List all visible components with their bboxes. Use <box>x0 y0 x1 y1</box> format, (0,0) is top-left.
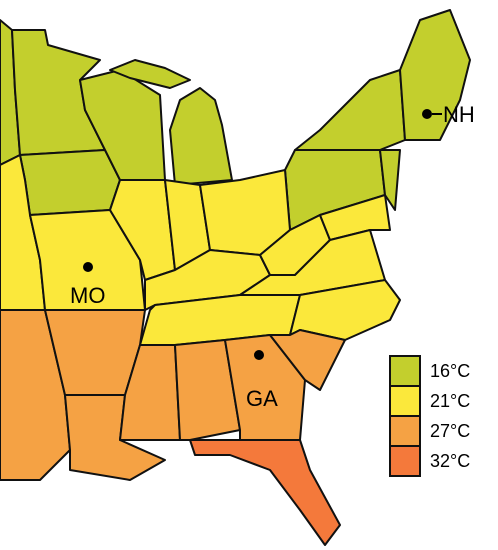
marker-label: NH <box>443 102 475 127</box>
state <box>319 194 391 241</box>
marker-label: GA <box>246 386 278 411</box>
legend-swatch <box>389 385 421 417</box>
state <box>109 59 191 89</box>
state <box>174 339 241 441</box>
state <box>189 439 341 546</box>
legend-label: 32°C <box>430 451 470 471</box>
state <box>294 69 406 151</box>
marker-dot <box>254 350 264 360</box>
state <box>269 329 346 391</box>
legend-swatch <box>389 445 421 477</box>
state <box>19 149 121 216</box>
state <box>399 9 471 141</box>
legend-swatch <box>389 415 421 447</box>
marker-dot <box>422 109 432 119</box>
states <box>0 9 471 546</box>
legend-label: 16°C <box>430 361 470 381</box>
legend-label: 27°C <box>430 421 470 441</box>
marker-dot <box>83 262 93 272</box>
legend-swatch <box>389 355 421 387</box>
marker-label: MO <box>70 283 105 308</box>
state <box>169 87 233 186</box>
legend: 16°C 21°C 27°C 32°C <box>389 355 470 477</box>
legend-label: 21°C <box>430 391 470 411</box>
